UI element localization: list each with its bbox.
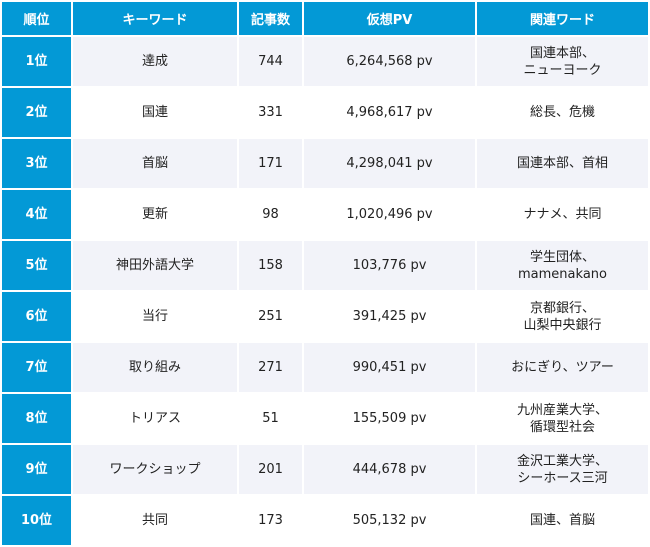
related-word: 京都銀行、 <box>529 300 595 316</box>
keyword-cell: 取り組み <box>73 343 237 392</box>
rank-cell: 2位 <box>2 88 71 137</box>
rank-cell: 7位 <box>2 343 71 392</box>
pv-cell: 990,451 pv <box>304 343 475 392</box>
header-pv: 仮想PV <box>304 2 475 35</box>
pv-cell: 1,020,496 pv <box>304 190 475 239</box>
related-word: mamenakano <box>518 266 607 282</box>
articles-cell: 201 <box>239 445 302 494</box>
related-cell: おにぎり、ツアー <box>477 343 648 392</box>
pv-cell: 505,132 pv <box>304 496 475 545</box>
table-row: 8位 トリアス 51 155,509 pv 九州産業大学、 循環型社会 <box>2 394 648 443</box>
related-cell: 京都銀行、 山梨中央銀行 <box>477 292 648 341</box>
keyword-cell: 神田外語大学 <box>73 241 237 290</box>
pv-cell: 155,509 pv <box>304 394 475 443</box>
keyword-cell: 共同 <box>73 496 237 545</box>
related-word: 国連本部、 <box>529 45 595 61</box>
rank-cell: 9位 <box>2 445 71 494</box>
articles-cell: 158 <box>239 241 302 290</box>
related-cell: ナナメ、共同 <box>477 190 648 239</box>
keyword-cell: 達成 <box>73 37 237 86</box>
articles-cell: 98 <box>239 190 302 239</box>
rank-cell: 5位 <box>2 241 71 290</box>
related-word: 金沢工業大学、 <box>516 453 608 469</box>
rank-cell: 8位 <box>2 394 71 443</box>
rank-cell: 3位 <box>2 139 71 188</box>
related-word: 山梨中央銀行 <box>523 317 602 333</box>
header-articles: 記事数 <box>239 2 302 35</box>
related-word: 循環型社会 <box>529 419 595 435</box>
rank-cell: 10位 <box>2 496 71 545</box>
related-word: ニューヨーク <box>523 62 602 78</box>
pv-cell: 391,425 pv <box>304 292 475 341</box>
table-row: 6位 当行 251 391,425 pv 京都銀行、 山梨中央銀行 <box>2 292 648 341</box>
table-row: 4位 更新 98 1,020,496 pv ナナメ、共同 <box>2 190 648 239</box>
pv-cell: 103,776 pv <box>304 241 475 290</box>
articles-cell: 271 <box>239 343 302 392</box>
related-word: シーホース三河 <box>517 470 608 486</box>
related-word: 九州産業大学、 <box>516 402 608 418</box>
keyword-cell: トリアス <box>73 394 237 443</box>
keyword-cell: 国連 <box>73 88 237 137</box>
table-row: 9位 ワークショップ 201 444,678 pv 金沢工業大学、 シーホース三河 <box>2 445 648 494</box>
table-row: 2位 国連 331 4,968,617 pv 総長、危機 <box>2 88 648 137</box>
articles-cell: 331 <box>239 88 302 137</box>
related-word: 総長、危機 <box>529 105 595 120</box>
pv-cell: 4,968,617 pv <box>304 88 475 137</box>
rank-cell: 6位 <box>2 292 71 341</box>
related-cell: 学生団体、 mamenakano <box>477 241 648 290</box>
keyword-cell: 更新 <box>73 190 237 239</box>
header-related: 関連ワード <box>477 2 648 35</box>
table-row: 5位 神田外語大学 158 103,776 pv 学生団体、 mamenakano <box>2 241 648 290</box>
keyword-cell: ワークショップ <box>73 445 237 494</box>
related-cell: 九州産業大学、 循環型社会 <box>477 394 648 443</box>
related-cell: 総長、危機 <box>477 88 648 137</box>
related-word: 国連本部、首相 <box>516 156 608 171</box>
header-row: 順位 キーワード 記事数 仮想PV 関連ワード <box>2 2 648 35</box>
articles-cell: 51 <box>239 394 302 443</box>
pv-cell: 4,298,041 pv <box>304 139 475 188</box>
related-word: 国連、首脳 <box>529 513 595 528</box>
keyword-cell: 当行 <box>73 292 237 341</box>
keyword-cell: 首脳 <box>73 139 237 188</box>
related-cell: 国連本部、首相 <box>477 139 648 188</box>
rank-cell: 4位 <box>2 190 71 239</box>
pv-cell: 444,678 pv <box>304 445 475 494</box>
rank-cell: 1位 <box>2 37 71 86</box>
related-word: 学生団体、 <box>529 249 595 265</box>
pv-cell: 6,264,568 pv <box>304 37 475 86</box>
articles-cell: 251 <box>239 292 302 341</box>
articles-cell: 744 <box>239 37 302 86</box>
related-cell: 国連、首脳 <box>477 496 648 545</box>
related-word: おにぎり、ツアー <box>511 360 614 375</box>
table-row: 1位 達成 744 6,264,568 pv 国連本部、 ニューヨーク <box>2 37 648 86</box>
table-row: 3位 首脳 171 4,298,041 pv 国連本部、首相 <box>2 139 648 188</box>
related-word: ナナメ、共同 <box>523 207 602 222</box>
header-keyword: キーワード <box>73 2 237 35</box>
table-row: 7位 取り組み 271 990,451 pv おにぎり、ツアー <box>2 343 648 392</box>
articles-cell: 171 <box>239 139 302 188</box>
articles-cell: 173 <box>239 496 302 545</box>
related-cell: 金沢工業大学、 シーホース三河 <box>477 445 648 494</box>
related-cell: 国連本部、 ニューヨーク <box>477 37 648 86</box>
header-rank: 順位 <box>2 2 71 35</box>
table-row: 10位 共同 173 505,132 pv 国連、首脳 <box>2 496 648 545</box>
